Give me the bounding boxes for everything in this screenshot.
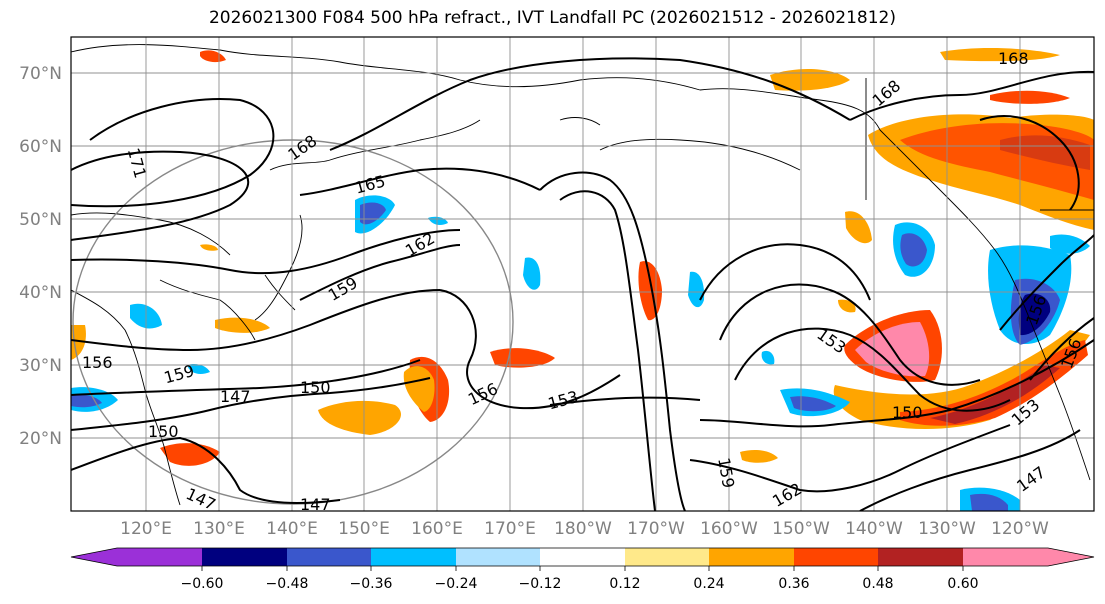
lat-label: 50°N xyxy=(19,210,62,230)
colorbar-segment xyxy=(878,548,963,566)
colorbar-segment xyxy=(794,548,879,566)
lon-label: 130°E xyxy=(193,519,245,539)
contour-label: 147 xyxy=(220,387,251,406)
colorbar-segment xyxy=(287,548,372,566)
colorbar-tick-label: 0.60 xyxy=(947,576,978,592)
contour-label: 168 xyxy=(998,49,1029,68)
contour-label: 150 xyxy=(148,422,179,441)
contour-label: 150 xyxy=(892,403,923,422)
lon-label: 170°W xyxy=(627,519,685,539)
colorbar-extend-low xyxy=(71,548,117,566)
lon-label: 160°W xyxy=(700,519,758,539)
lon-label: 150°W xyxy=(772,519,830,539)
lat-label: 30°N xyxy=(19,356,62,376)
region-circle xyxy=(72,139,514,505)
colorbar-segment xyxy=(456,548,541,566)
colorbar-tick-label: 0.36 xyxy=(778,576,809,592)
plot-title: 2026021300 F084 500 hPa refract., IVT La… xyxy=(208,8,896,28)
contour-label: 156 xyxy=(82,353,113,372)
lon-label: 180°W xyxy=(554,519,612,539)
colorbar-tick-label: −0.48 xyxy=(266,576,309,592)
colorbar-outline xyxy=(70,547,1095,567)
colorbar-tick-label: −0.60 xyxy=(181,576,224,592)
colorbar-segment xyxy=(202,548,287,566)
colorbar-tick-label: 0.24 xyxy=(693,576,724,592)
longitude-labels: 120°E 130°E 140°E 150°E 160°E 170°E 180°… xyxy=(120,519,1049,539)
colorbar-tick-label: −0.24 xyxy=(435,576,478,592)
colorbar: −0.60 −0.48 −0.36 −0.24 −0.12 0.12 0.24 … xyxy=(70,547,1095,592)
colorbar-segment xyxy=(117,548,202,566)
colorbar-segment xyxy=(540,548,625,566)
colorbar-segment xyxy=(709,548,794,566)
lon-label: 130°W xyxy=(918,519,976,539)
lat-label: 60°N xyxy=(19,137,62,157)
colorbar-tick-label: −0.12 xyxy=(519,576,562,592)
contour-label: 150 xyxy=(300,378,331,397)
lat-label: 70°N xyxy=(19,64,62,84)
lon-label: 120°W xyxy=(991,519,1049,539)
refractivity-contours xyxy=(71,57,1094,511)
colorbar-tick-label: 0.48 xyxy=(862,576,893,592)
lon-label: 120°E xyxy=(120,519,172,539)
lon-label: 160°E xyxy=(411,519,463,539)
lon-label: 140°W xyxy=(845,519,903,539)
lon-label: 150°E xyxy=(338,519,390,539)
colorbar-segment xyxy=(625,548,710,566)
lon-label: 170°E xyxy=(484,519,536,539)
latitude-labels: 70°N 60°N 50°N 40°N 30°N 20°N xyxy=(19,64,62,449)
colorbar-tick-label: 0.12 xyxy=(609,576,640,592)
map-area: 168 168 168 171 165 162 159 156 159 147 … xyxy=(71,37,1094,514)
lat-label: 20°N xyxy=(19,429,62,449)
contour-label: 147 xyxy=(300,495,331,514)
coastlines xyxy=(71,44,1094,506)
lon-label: 140°E xyxy=(266,519,318,539)
colorbar-tick-label: −0.36 xyxy=(350,576,393,592)
lat-label: 40°N xyxy=(19,283,62,303)
colorbar-extend-high xyxy=(1048,548,1094,566)
colorbar-segment xyxy=(371,548,456,566)
map-frame xyxy=(70,36,1095,512)
gridlines xyxy=(71,37,1094,511)
colorbar-segment xyxy=(963,548,1048,566)
